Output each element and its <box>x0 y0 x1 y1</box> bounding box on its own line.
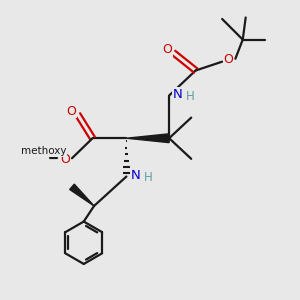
Text: O: O <box>61 153 70 166</box>
Text: methoxy: methoxy <box>21 146 66 157</box>
Text: O: O <box>66 105 76 118</box>
Text: N: N <box>131 169 141 182</box>
Polygon shape <box>126 134 169 142</box>
Text: N: N <box>173 88 183 100</box>
Text: O: O <box>224 53 234 66</box>
Text: H: H <box>186 90 195 103</box>
Text: H: H <box>144 171 153 184</box>
Polygon shape <box>70 184 94 206</box>
Text: O: O <box>162 44 172 56</box>
